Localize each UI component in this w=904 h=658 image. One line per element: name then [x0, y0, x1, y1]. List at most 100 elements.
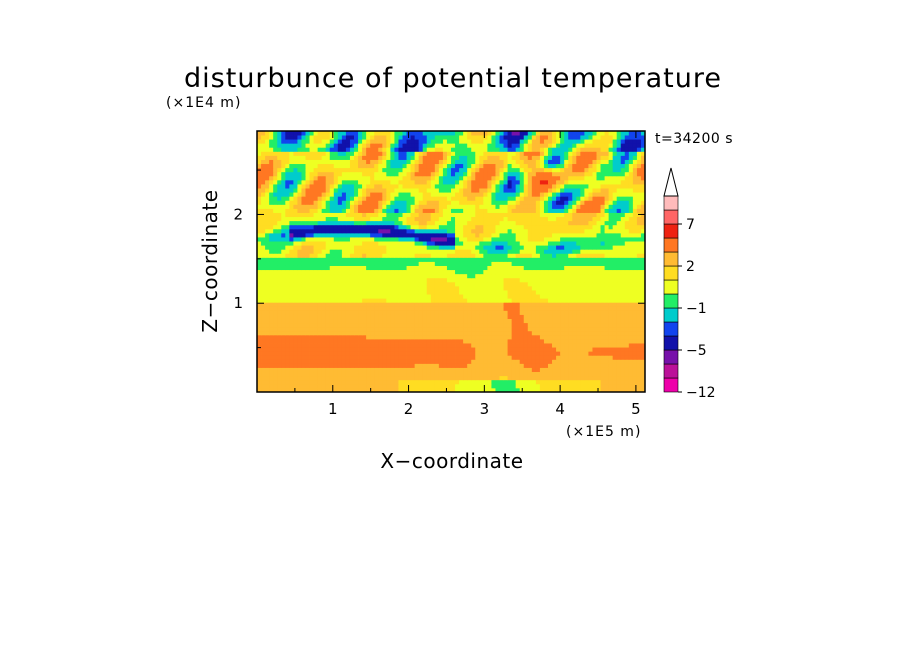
field-cell: [422, 192, 428, 197]
field-cell: [564, 273, 569, 279]
field-cell: [358, 343, 363, 348]
field-cell: [434, 228, 440, 234]
field-cell: [366, 249, 371, 254]
field-cell: [374, 241, 379, 246]
field-cell: [349, 290, 355, 295]
field-cell: [531, 261, 537, 266]
field-cell: [325, 302, 331, 307]
field-cell: [366, 314, 371, 319]
field-cell: [430, 200, 436, 205]
field-cell: [471, 277, 476, 283]
field-cell: [499, 232, 504, 238]
field-cell: [556, 204, 561, 209]
field-cell: [269, 249, 274, 254]
field-cell: [519, 277, 525, 283]
field-cell: [402, 285, 407, 291]
field-cell: [354, 232, 359, 238]
field-cell: [548, 338, 553, 344]
field-cell: [329, 330, 335, 336]
field-cell: [628, 228, 634, 234]
field-cell: [459, 265, 464, 271]
field-cell: [257, 290, 262, 295]
field-cell: [596, 371, 601, 377]
field-cell: [560, 273, 565, 279]
field-cell: [483, 269, 488, 275]
field-cell: [636, 192, 642, 197]
field-cell: [527, 232, 533, 238]
field-cell: [511, 277, 517, 283]
field-cell: [442, 281, 448, 287]
field-cell: [556, 200, 561, 205]
field-cell: [430, 371, 436, 377]
field-cell: [366, 330, 371, 336]
field-cell: [317, 306, 323, 311]
field-cell: [608, 359, 614, 364]
field-cell: [467, 294, 472, 299]
field-cell: [418, 351, 424, 356]
field-cell: [495, 302, 500, 307]
field-cell: [572, 290, 577, 295]
field-cell: [301, 241, 306, 246]
field-cell: [531, 220, 537, 226]
field-cell: [309, 196, 314, 201]
field-cell: [576, 249, 581, 254]
field-cell: [394, 208, 399, 213]
field-cell: [354, 241, 359, 246]
field-cell: [632, 220, 638, 226]
field-cell: [386, 347, 391, 352]
field-cell: [313, 367, 319, 373]
field-cell: [491, 188, 496, 193]
field-cell: [584, 314, 589, 319]
field-cell: [273, 200, 278, 205]
field-cell: [463, 269, 468, 275]
field-cell: [285, 363, 290, 368]
field-cell: [608, 343, 614, 348]
field-cell: [349, 204, 355, 209]
field-cell: [329, 306, 335, 311]
field-cell: [503, 269, 508, 275]
field-cell: [612, 314, 618, 319]
field-cell: [434, 379, 440, 385]
field-cell: [329, 387, 335, 392]
field-cell: [345, 294, 351, 299]
field-cell: [261, 343, 266, 348]
field-cell: [394, 216, 399, 222]
field-cell: [624, 290, 630, 295]
field-cell: [313, 241, 319, 246]
field-cell: [297, 200, 302, 205]
field-cell: [309, 359, 314, 364]
field-cell: [394, 249, 399, 254]
field-cell: [285, 232, 290, 238]
field-cell: [564, 208, 569, 213]
field-cell: [410, 212, 416, 218]
field-cell: [463, 383, 468, 389]
field-cell: [257, 285, 262, 291]
field-cell: [552, 241, 557, 246]
field-cell: [491, 265, 496, 271]
field-cell: [475, 281, 480, 287]
field-cell: [592, 179, 597, 185]
field-cell: [317, 318, 323, 324]
field-cell: [640, 196, 645, 201]
field-cell: [539, 237, 545, 242]
field-cell: [620, 232, 626, 238]
field-cell: [366, 306, 371, 311]
field-cell: [584, 237, 589, 242]
field-cell: [297, 322, 302, 328]
field-cell: [366, 334, 371, 340]
field-cell: [483, 237, 488, 242]
field-cell: [636, 298, 642, 303]
field-cell: [523, 343, 529, 348]
field-cell: [580, 224, 585, 230]
field-cell: [459, 310, 464, 315]
field-cell: [552, 334, 557, 340]
field-cell: [483, 383, 488, 389]
field-cell: [576, 347, 581, 352]
field-cell: [483, 310, 488, 315]
field-cell: [600, 379, 605, 385]
field-cell: [293, 216, 298, 222]
field-cell: [362, 241, 367, 246]
field-cell: [434, 363, 440, 368]
field-cell: [446, 285, 452, 291]
field-cell: [354, 216, 359, 222]
